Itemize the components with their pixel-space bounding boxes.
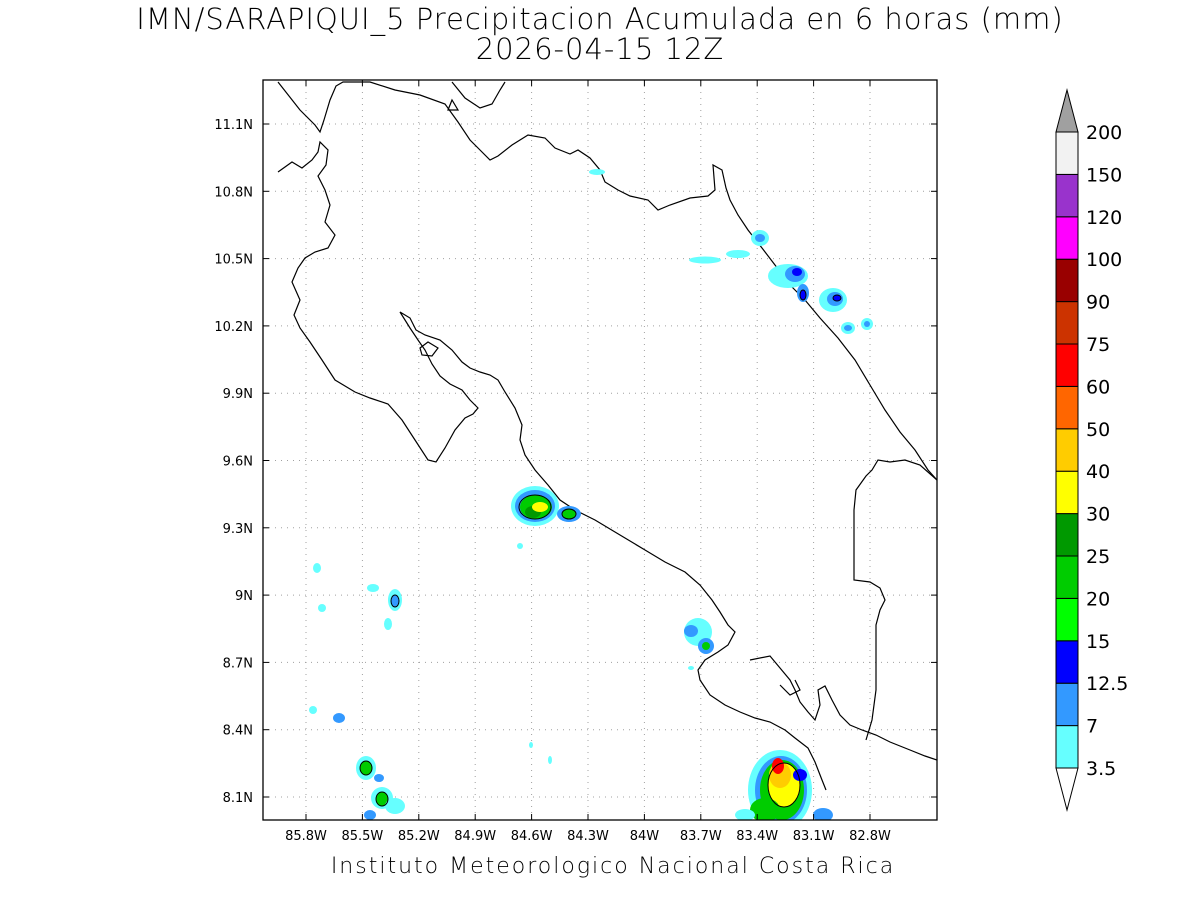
colorbar-label: 75 bbox=[1086, 334, 1110, 356]
colorbar-segment bbox=[1055, 640, 1079, 684]
lon-tick-labels: 85.8W 85.5W 85.2W 84.9W 84.6W 84.3W 84W 83.7W 83… bbox=[285, 80, 891, 844]
lon-tick-label: 82.8W bbox=[849, 829, 891, 844]
gridlines bbox=[263, 80, 937, 820]
lat-tick-label: 8.7N bbox=[223, 656, 253, 671]
colorbar-segment bbox=[1055, 343, 1079, 387]
colorbar-segment bbox=[1055, 682, 1079, 727]
colorbar-label: 12.5 bbox=[1086, 673, 1128, 695]
lat-tick-labels: 11.1N 10.8N 10.5N 10.2N 9.9N 9.6N 9.3N 9N 8.7N 8.… bbox=[214, 118, 937, 806]
colorbar-label: 7 bbox=[1086, 716, 1098, 738]
colorbar-top-arrow bbox=[1055, 88, 1079, 133]
colorbar-segment bbox=[1055, 725, 1079, 769]
lat-tick-label: 11.1N bbox=[214, 118, 253, 133]
lat-tick-label: 9.3N bbox=[223, 522, 253, 537]
colorbar-label: 15 bbox=[1086, 631, 1110, 653]
map-title: IMN/SARAPIQUI_5 Precipitacion Acumulada … bbox=[136, 2, 1064, 36]
credit-text: Instituto Meteorologico Nacional Costa R… bbox=[330, 854, 896, 879]
colorbar-segment bbox=[1055, 131, 1079, 175]
lat-tick-label: 9N bbox=[235, 589, 253, 604]
colorbar: 3.5 7 12.5 15 20 25 30 40 50 60 75 90 100 120 150 200 bbox=[1055, 88, 1128, 812]
lon-tick-label: 85.5W bbox=[341, 829, 383, 844]
colorbar-segment bbox=[1055, 385, 1079, 430]
colorbar-label: 100 bbox=[1086, 249, 1122, 271]
lat-tick-label: 9.6N bbox=[223, 455, 253, 470]
colorbar-segment bbox=[1055, 216, 1079, 260]
lat-tick-label: 10.8N bbox=[214, 185, 253, 200]
lon-tick-label: 83.7W bbox=[680, 829, 722, 844]
colorbar-label: 90 bbox=[1086, 292, 1110, 314]
lon-tick-label: 84W bbox=[630, 829, 660, 844]
lon-tick-label: 85.2W bbox=[398, 829, 440, 844]
colorbar-bottom-arrow bbox=[1055, 767, 1079, 812]
colorbar-label: 200 bbox=[1086, 122, 1122, 144]
lat-tick-label: 10.2N bbox=[214, 320, 253, 335]
colorbar-segment bbox=[1055, 428, 1079, 472]
colorbar-segment bbox=[1055, 555, 1079, 599]
colorbar-label: 20 bbox=[1086, 588, 1110, 610]
coastline bbox=[277, 81, 937, 791]
lon-tick-label: 84.3W bbox=[567, 829, 609, 844]
colorbar-segment bbox=[1055, 597, 1079, 642]
lat-tick-label: 9.9N bbox=[223, 387, 253, 402]
lat-tick-label: 8.1N bbox=[223, 791, 253, 806]
colorbar-segment bbox=[1055, 301, 1079, 345]
colorbar-label: 25 bbox=[1086, 546, 1110, 568]
lon-tick-label: 83.4W bbox=[736, 829, 778, 844]
lon-tick-label: 83.1W bbox=[793, 829, 835, 844]
colorbar-label: 30 bbox=[1086, 504, 1110, 526]
colorbar-label: 150 bbox=[1086, 164, 1122, 186]
precipitation-field bbox=[309, 169, 873, 820]
map-frame bbox=[262, 79, 938, 821]
lon-tick-label: 84.9W bbox=[454, 829, 496, 844]
colorbar-label: 40 bbox=[1086, 461, 1110, 483]
lat-tick-label: 10.5N bbox=[214, 253, 253, 268]
contour-lines bbox=[359, 289, 842, 808]
colorbar-label: 120 bbox=[1086, 207, 1122, 229]
colorbar-segment bbox=[1055, 470, 1079, 515]
colorbar-label: 3.5 bbox=[1086, 758, 1116, 780]
lon-tick-label: 84.6W bbox=[511, 829, 553, 844]
colorbar-segment bbox=[1055, 173, 1079, 218]
colorbar-segment bbox=[1055, 258, 1079, 303]
map-subtitle: 2026-04-15 12Z bbox=[475, 32, 725, 66]
colorbar-label: 60 bbox=[1086, 376, 1110, 398]
lat-tick-label: 8.4N bbox=[223, 724, 253, 739]
lon-tick-label: 85.8W bbox=[285, 829, 327, 844]
colorbar-segment bbox=[1055, 513, 1079, 557]
colorbar-label: 50 bbox=[1086, 419, 1110, 441]
